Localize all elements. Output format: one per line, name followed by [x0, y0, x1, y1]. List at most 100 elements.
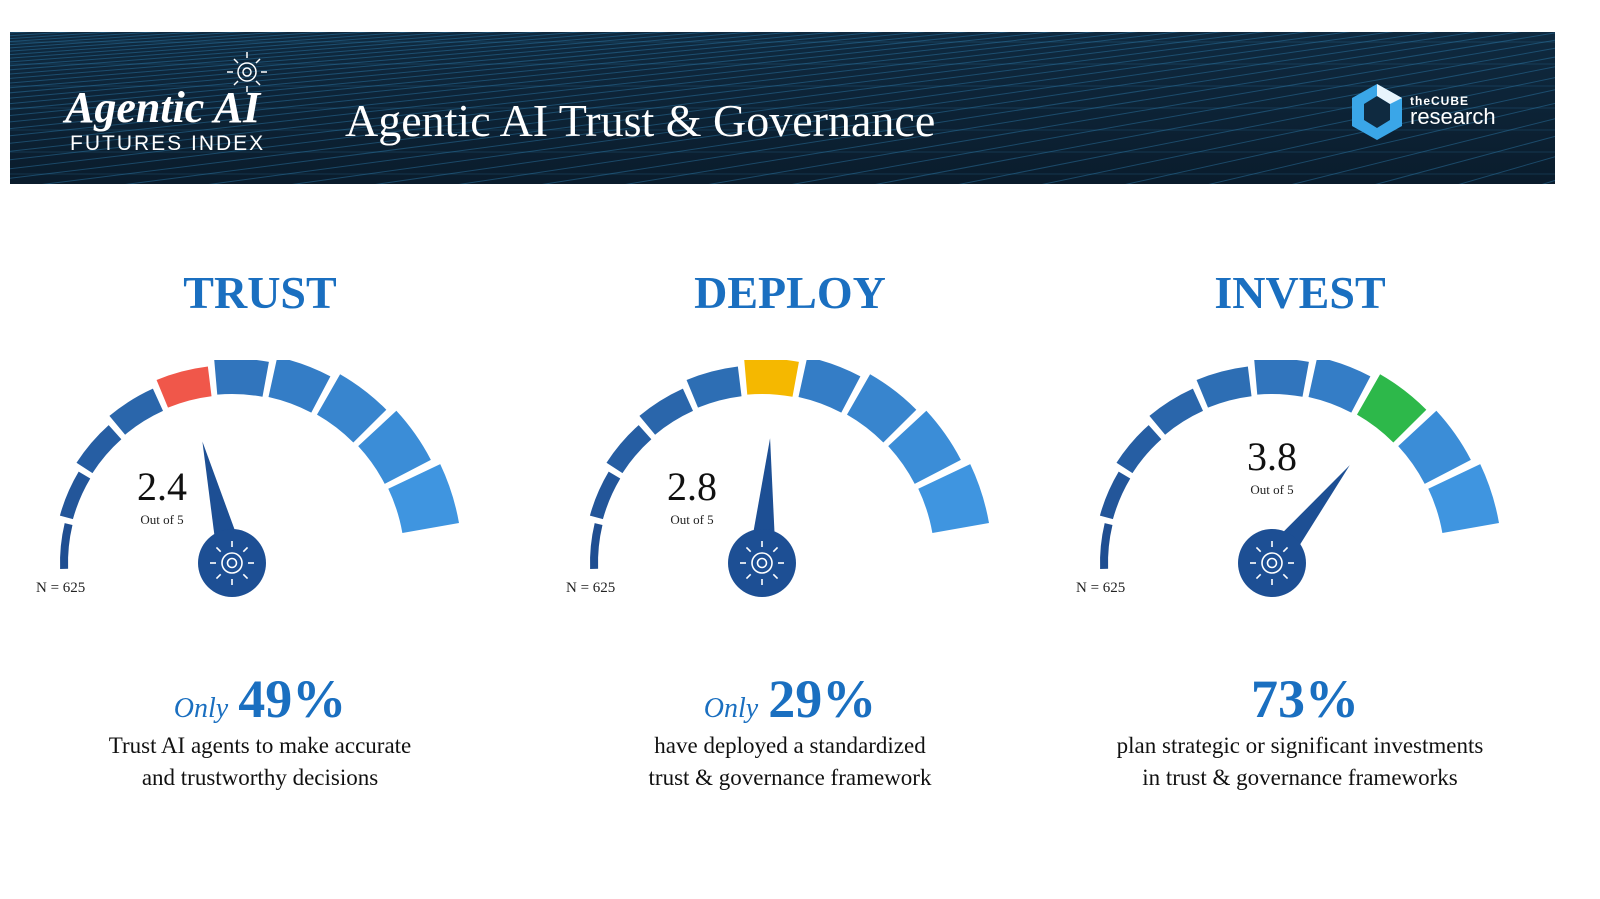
sun-spiral-icon	[1250, 541, 1294, 585]
grid-line	[10, 32, 1224, 179]
page-title: Agentic AI Trust & Governance	[345, 95, 936, 146]
gauge-segment	[316, 374, 387, 443]
percent-value: 29%	[768, 669, 877, 729]
gauge-value: 2.8	[667, 464, 717, 509]
trust-panel: TRUST 2.4 Out of 5 N = 625 Only 49% Trust A…	[0, 260, 520, 820]
stat: Only 29%	[530, 668, 1050, 730]
gauge-scale-label: Out of 5	[670, 512, 713, 527]
gauge-segment	[590, 523, 603, 570]
gauge-segment	[589, 471, 621, 520]
grid-line	[291, 32, 1394, 184]
logo-title: Agentic AI	[65, 83, 261, 132]
panel-heading: DEPLOY	[694, 267, 886, 318]
gauge-segment	[1196, 366, 1252, 408]
grid-line	[1375, 135, 1555, 184]
sample-size-label: N = 625	[566, 580, 615, 596]
description-line: Trust AI agents to make accurate	[108, 733, 412, 758]
stat: Only 49%	[0, 668, 520, 730]
grid-line	[208, 32, 1352, 184]
gauge-segment	[60, 523, 73, 570]
gauge-value: 2.4	[137, 464, 187, 509]
description: plan strategic or significant investment…	[1040, 730, 1560, 794]
grid-line	[375, 32, 1437, 184]
gauge-segment	[268, 360, 331, 413]
gauge-segment	[109, 388, 164, 435]
grid-line	[10, 32, 586, 79]
gauge-segment	[639, 388, 694, 435]
logo-subtitle: FUTURES INDEX	[70, 132, 266, 155]
gauge-segment	[1428, 464, 1499, 533]
gauge-segment	[686, 366, 742, 408]
grid-line	[10, 32, 501, 71]
grid-background	[10, 32, 1555, 184]
grid-line	[958, 66, 1555, 184]
gauge-segment	[1254, 360, 1309, 397]
gauge-segment-highlighted	[156, 366, 212, 408]
grid-line	[10, 32, 1181, 170]
gauge-segment	[606, 425, 652, 474]
gauge-value: 3.8	[1247, 434, 1297, 479]
brand-bottom: research	[1410, 104, 1496, 129]
invest-panel: INVEST 3.8 Out of 5 N = 625 73% plan strat…	[1040, 260, 1560, 820]
grid-line	[10, 32, 1139, 161]
grid-line	[10, 32, 629, 84]
grid-line	[1458, 156, 1555, 184]
gauge-segment	[888, 410, 961, 484]
gauge-segment	[1308, 360, 1371, 413]
gauge-segment	[1116, 425, 1162, 474]
grid-line	[10, 32, 969, 130]
gauge-segment	[846, 374, 917, 443]
gauge-segment	[214, 360, 269, 397]
deploy-panel: DEPLOY 2.8 Out of 5 N = 625 Only 29% have d…	[530, 260, 1050, 820]
grid-line	[458, 32, 1479, 184]
gauge-segment	[1398, 410, 1471, 484]
sample-size-label: N = 625	[36, 580, 85, 596]
grid-line	[541, 32, 1522, 184]
gauge-segment	[1099, 471, 1131, 520]
grid-line	[41, 32, 1267, 184]
description-line: plan strategic or significant investment…	[1116, 733, 1484, 758]
only-label: Only	[703, 693, 759, 724]
grid-line	[10, 32, 884, 116]
description-line: trust & governance framework	[648, 765, 932, 790]
thecube-logo-icon	[1352, 84, 1402, 140]
gauge-segment	[1100, 523, 1113, 570]
gauge-hub	[1238, 529, 1306, 597]
gauge-segment	[918, 464, 989, 533]
gauge-scale-label: Out of 5	[1250, 482, 1293, 497]
grid-line	[791, 47, 1555, 184]
gauge-segment	[1149, 388, 1204, 435]
panel-heading: TRUST	[183, 267, 337, 318]
panel-heading: INVEST	[1214, 267, 1386, 318]
only-label: Only	[173, 693, 229, 724]
description-line: have deployed a standardized	[654, 733, 926, 758]
grid-line	[10, 32, 1096, 152]
trust-gauge: 2.4 Out of 5 N = 625	[36, 360, 459, 597]
grid-line	[10, 32, 841, 110]
grid-line	[10, 32, 926, 123]
description-line: and trustworthy decisions	[141, 765, 379, 790]
grid-line	[125, 32, 1309, 184]
percent-value: 73%	[1251, 669, 1359, 729]
grid-line	[10, 32, 331, 56]
grid-line	[10, 32, 458, 67]
sun-spiral-icon	[740, 541, 784, 585]
brand-top: theCUBE	[1410, 94, 1470, 108]
gauge-segment	[358, 410, 431, 484]
sun-spiral-icon	[210, 541, 254, 585]
description: Trust AI agents to make accurate and trus…	[0, 730, 520, 794]
stat: 73%	[1040, 668, 1560, 730]
gauge-segment-highlighted	[744, 360, 799, 397]
grid-line	[1208, 102, 1555, 184]
gauge-segment	[59, 471, 91, 520]
sun-spiral-logo-icon	[227, 52, 267, 92]
grid-line	[875, 56, 1555, 184]
grid-line	[10, 32, 1011, 137]
grid-line	[1291, 118, 1555, 184]
sample-size-label: N = 625	[1076, 580, 1125, 596]
deploy-gauge: 2.8 Out of 5 N = 625	[566, 360, 989, 597]
gauge-hub	[728, 529, 796, 597]
grid-line	[10, 32, 543, 75]
percent-value: 49%	[238, 669, 347, 729]
gauge-segment	[798, 360, 861, 413]
